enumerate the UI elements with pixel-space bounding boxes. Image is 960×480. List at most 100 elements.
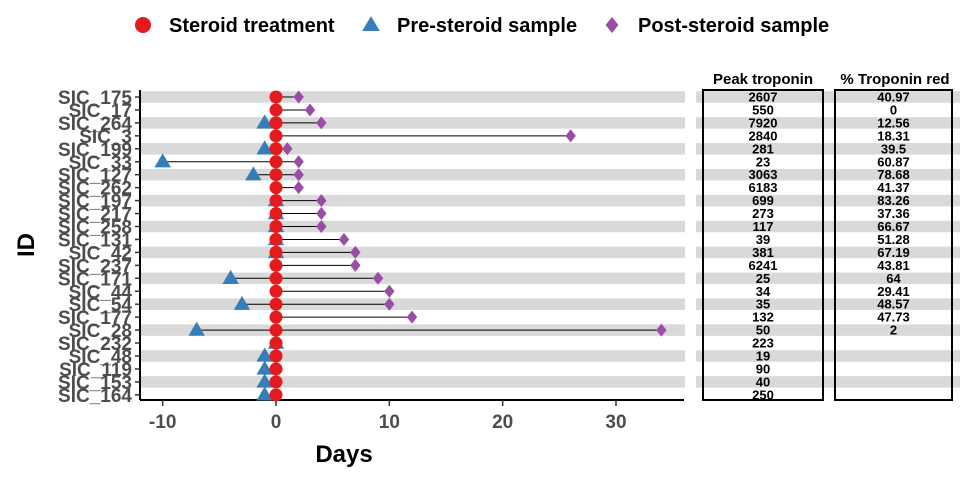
troponin-reduction-table-border xyxy=(834,89,953,401)
steroid-treatment-point xyxy=(269,129,283,143)
post-steroid-point xyxy=(293,168,304,182)
table-row-band xyxy=(696,143,960,155)
peak-troponin-cell-bg xyxy=(703,363,823,375)
y-tick-label: SIC_42 xyxy=(69,243,132,264)
peak-troponin-cell: 250 xyxy=(752,387,774,402)
pre-steroid-point xyxy=(256,114,273,129)
post-steroid-point xyxy=(656,323,667,337)
table-row-band xyxy=(696,91,960,103)
steroid-treatment-point xyxy=(269,116,283,130)
peak-troponin-cell-bg xyxy=(703,337,823,349)
row-band xyxy=(140,143,685,155)
steroid-treatment-point xyxy=(269,284,283,298)
troponin-reduction-cell-bg xyxy=(835,363,952,375)
x-axis-title: Days xyxy=(315,441,372,468)
pre-steroid-point xyxy=(256,360,273,375)
legend-triangle-icon xyxy=(362,16,380,32)
y-tick-label: SIC_164 xyxy=(58,386,132,407)
pre-steroid-point xyxy=(233,295,251,310)
row-band xyxy=(140,376,685,388)
steroid-treatment-point xyxy=(269,90,283,104)
pre-steroid-point xyxy=(222,269,239,284)
row-band xyxy=(140,194,685,207)
steroid-treatment-point xyxy=(269,245,283,259)
table-row-band xyxy=(696,324,960,336)
y-tick-label: SIC_54 xyxy=(69,295,133,316)
peak-troponin-cell-bg xyxy=(703,389,823,401)
steroid-treatment-point xyxy=(269,258,283,272)
peak-troponin-cell: 699 xyxy=(752,193,774,208)
post-steroid-point xyxy=(282,142,293,156)
peak-troponin-header: Peak troponin xyxy=(713,71,813,88)
post-steroid-point xyxy=(304,103,316,117)
peak-troponin-cell: 2840 xyxy=(749,128,778,143)
troponin-reduction-cell: 40.97 xyxy=(877,90,910,105)
pre-steroid-point xyxy=(188,321,205,336)
troponin-reduction-cell: 48.57 xyxy=(877,297,910,312)
peak-troponin-cell: 90 xyxy=(756,361,770,376)
x-tick-label: 20 xyxy=(492,412,513,433)
peak-troponin-cell: 50 xyxy=(756,323,770,338)
table-row-band xyxy=(696,246,960,259)
troponin-reduction-cell: 67.19 xyxy=(877,245,910,260)
y-axis-title: ID xyxy=(13,233,40,257)
post-steroid-point xyxy=(372,271,384,285)
legend-diamond-icon xyxy=(605,17,619,33)
y-tick-label: SIC_264 xyxy=(58,114,132,135)
steroid-treatment-point xyxy=(269,168,283,182)
table-row-band xyxy=(696,117,960,129)
steroid-treatment-point xyxy=(269,375,283,389)
troponin-reduction-cell: 12.56 xyxy=(877,115,910,130)
troponin-reduction-cell-bg xyxy=(835,389,952,401)
steroid-treatment-point xyxy=(269,336,283,350)
y-tick-label: SIC_171 xyxy=(58,269,132,290)
peak-troponin-cell: 3063 xyxy=(749,167,778,182)
table-row-band xyxy=(696,220,960,233)
post-steroid-point xyxy=(293,155,304,169)
pre-steroid-point xyxy=(256,386,273,401)
steroid-treatment-point xyxy=(269,220,283,233)
legend-label: Post-steroid sample xyxy=(638,15,829,37)
pre-steroid-point xyxy=(256,347,273,362)
peak-troponin-cell-bg xyxy=(703,104,823,116)
peak-troponin-cell: 25 xyxy=(756,271,770,286)
steroid-treatment-point xyxy=(269,155,283,169)
peak-troponin-cell: 381 xyxy=(752,245,774,260)
peak-troponin-cell: 6241 xyxy=(749,258,778,273)
pre-steroid-point xyxy=(245,166,262,181)
steroid-treatment-point xyxy=(269,103,283,117)
y-tick-label: SIC_258 xyxy=(58,218,132,239)
steroid-treatment-point xyxy=(269,207,283,221)
legend-circle-icon xyxy=(135,17,151,33)
steroid-treatment-point xyxy=(269,362,283,376)
troponin-reduction-cell-bg xyxy=(835,104,952,116)
troponin-reduction-cell: 51.28 xyxy=(877,232,910,247)
troponin-reduction-cell-bg xyxy=(835,311,952,323)
post-steroid-point xyxy=(384,284,395,298)
troponin-reduction-cell-bg xyxy=(835,337,952,349)
peak-troponin-cell-bg xyxy=(703,207,823,220)
steroid-treatment-point xyxy=(269,349,283,363)
y-tick-label: SIC_177 xyxy=(58,308,132,329)
troponin-reduction-cell: 64 xyxy=(886,271,901,286)
peak-troponin-cell-bg xyxy=(703,285,823,297)
steroid-treatment-point xyxy=(269,323,283,337)
post-steroid-point xyxy=(338,232,350,246)
x-tick-label: 0 xyxy=(271,412,282,433)
post-steroid-point xyxy=(350,258,361,272)
y-tick-label: SIC_197 xyxy=(58,192,132,213)
peak-troponin-cell-bg xyxy=(703,259,823,272)
troponin-reduction-cell: 39.5 xyxy=(881,141,906,156)
troponin-reduction-cell-bg xyxy=(835,285,952,297)
troponin-reduction-cell: 83.26 xyxy=(877,193,910,208)
y-tick-label: SIC_131 xyxy=(58,230,132,251)
steroid-treatment-point xyxy=(269,271,283,285)
table-row-band xyxy=(696,194,960,207)
y-tick-label: SIC_119 xyxy=(59,360,132,381)
post-steroid-point xyxy=(316,116,327,130)
peak-troponin-cell: 273 xyxy=(752,206,774,221)
peak-troponin-cell: 281 xyxy=(752,141,774,156)
troponin-reduction-cell-bg xyxy=(835,181,952,194)
post-steroid-point xyxy=(350,245,361,259)
